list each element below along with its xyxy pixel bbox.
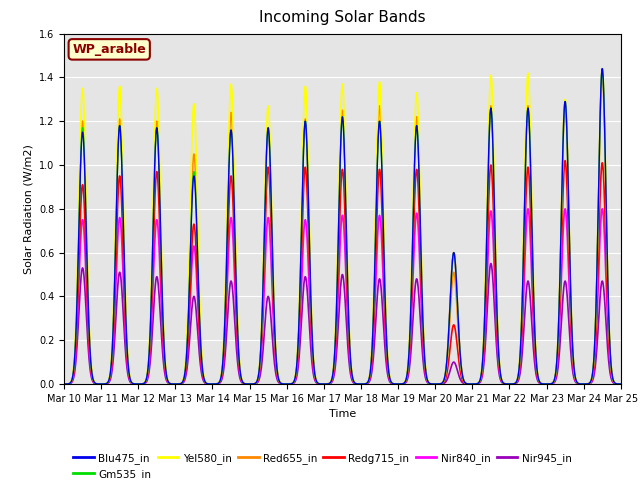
Line: Gm535_in: Gm535_in	[64, 69, 621, 384]
Nir840_in	[274, 374, 282, 380]
Redg715_in	[606, 357, 614, 362]
Gm535_in	[546, 381, 554, 387]
Title: Incoming Solar Bands: Incoming Solar Bands	[259, 11, 426, 25]
Nir840_in	[598, 206, 606, 212]
Line: Nir840_in: Nir840_in	[64, 209, 621, 384]
Red655_in	[546, 381, 554, 387]
Nir945_in	[487, 261, 495, 266]
Gm535_in	[606, 346, 614, 352]
Nir840_in	[606, 362, 614, 368]
Yel580_in	[606, 346, 614, 352]
Nir945_in	[274, 377, 282, 383]
Text: WP_arable: WP_arable	[72, 43, 146, 56]
Nir945_in	[157, 317, 164, 323]
Nir945_in	[124, 369, 131, 375]
Yel580_in	[546, 381, 554, 387]
Blu475_in	[274, 371, 282, 376]
Gm535_in	[124, 353, 131, 359]
Nir945_in	[547, 381, 554, 387]
Blu475_in	[124, 353, 131, 359]
Line: Nir945_in: Nir945_in	[64, 264, 621, 384]
Red655_in	[617, 381, 625, 387]
Yel580_in	[124, 348, 131, 354]
Yel580_in	[274, 370, 282, 375]
Y-axis label: Solar Radiation (W/m2): Solar Radiation (W/m2)	[23, 144, 33, 274]
Yel580_in	[157, 204, 164, 209]
Blu475_in	[546, 381, 554, 387]
Line: Blu475_in: Blu475_in	[64, 69, 621, 384]
Nir945_in	[60, 381, 68, 387]
Gm535_in	[274, 371, 282, 376]
Red655_in	[157, 223, 164, 229]
Gm535_in	[617, 381, 625, 387]
Nir945_in	[432, 381, 440, 387]
Line: Red655_in: Red655_in	[64, 75, 621, 384]
Yel580_in	[60, 381, 68, 387]
Blu475_in	[606, 346, 614, 352]
Nir945_in	[298, 315, 305, 321]
Redg715_in	[157, 253, 164, 259]
Red655_in	[124, 352, 131, 358]
Gm535_in	[598, 66, 606, 72]
Redg715_in	[124, 359, 131, 364]
Nir840_in	[124, 363, 131, 369]
Yel580_in	[598, 66, 606, 72]
X-axis label: Time: Time	[329, 409, 356, 419]
Blu475_in	[157, 227, 164, 233]
Redg715_in	[617, 381, 625, 387]
Gm535_in	[298, 218, 305, 224]
Nir945_in	[606, 371, 614, 377]
Blu475_in	[617, 381, 625, 387]
Red655_in	[606, 347, 614, 353]
Nir840_in	[546, 381, 554, 387]
Line: Redg715_in: Redg715_in	[64, 161, 621, 384]
Red655_in	[598, 72, 606, 78]
Gm535_in	[60, 381, 68, 387]
Redg715_in	[274, 372, 282, 378]
Blu475_in	[598, 66, 606, 72]
Blu475_in	[298, 218, 305, 224]
Nir840_in	[60, 381, 68, 387]
Gm535_in	[157, 227, 164, 233]
Red655_in	[60, 381, 68, 387]
Yel580_in	[617, 381, 625, 387]
Legend: Blu475_in, Gm535_in, Yel580_in, Red655_in, Redg715_in, Nir840_in, Nir945_in: Blu475_in, Gm535_in, Yel580_in, Red655_i…	[69, 448, 575, 480]
Line: Yel580_in: Yel580_in	[64, 69, 621, 384]
Nir945_in	[617, 381, 625, 387]
Nir840_in	[617, 381, 625, 387]
Blu475_in	[60, 381, 68, 387]
Red655_in	[298, 217, 305, 223]
Redg715_in	[60, 381, 68, 387]
Nir840_in	[157, 282, 164, 288]
Nir840_in	[298, 279, 305, 285]
Red655_in	[274, 371, 282, 376]
Redg715_in	[546, 381, 554, 387]
Yel580_in	[298, 197, 305, 203]
Redg715_in	[561, 158, 569, 164]
Redg715_in	[298, 247, 305, 252]
